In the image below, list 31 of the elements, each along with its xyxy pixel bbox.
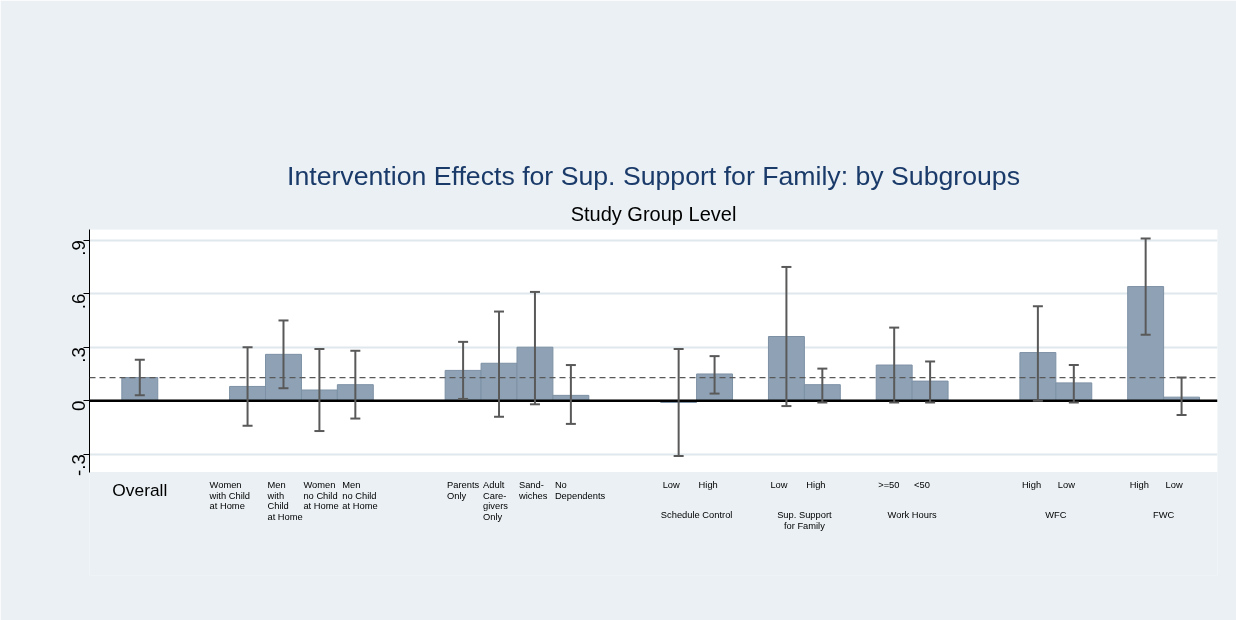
x-tick-label: <50 [914,480,930,491]
x-tick-label: Men with Child at Home [266,480,303,522]
text: Work Hours [887,510,938,521]
x-tick-label: Women with Child at Home [208,480,250,512]
y-tick-label: 0 [68,400,89,412]
x-tick-label: Sand- wiches [517,480,548,501]
x-tick-label: High [1021,480,1042,491]
x-tick-label: Low [1165,480,1183,491]
text: WFC [1045,510,1067,521]
chart-title: Intervention Effects for Sup. Support for Family: by Subgroups [287,160,1020,191]
x-tick-label: High [806,480,826,491]
y-tick-label: .6 [68,293,89,310]
x-tick-label: High [1129,480,1149,491]
x-tick-label: No Dependents [554,480,606,501]
x-tick-label: Overall [112,480,168,501]
y-tick-label: -.3 [68,454,89,476]
x-tick-label: Women no Child at Home [303,480,339,512]
x-tick-label: Low [1057,480,1076,491]
x-tick-label: Men no Child at Home [342,480,378,512]
chart-subtitle: Study Group Level [570,202,737,225]
x-tick-label: High [698,480,718,491]
x-tick-label: Parents Only [447,480,480,501]
y-tick-label: .9 [68,240,89,256]
y-tick-label: .3 [68,347,89,363]
text: Schedule Control [660,510,733,521]
x-tick-label: Low [662,480,681,491]
x-tick-label: >=50 [878,480,900,491]
x-tick-label: Adult Care- givers Only [483,480,509,522]
text: FWC [1153,510,1175,521]
text: Sup. Support for Family [777,510,833,531]
x-tick-label: Low [770,480,788,491]
